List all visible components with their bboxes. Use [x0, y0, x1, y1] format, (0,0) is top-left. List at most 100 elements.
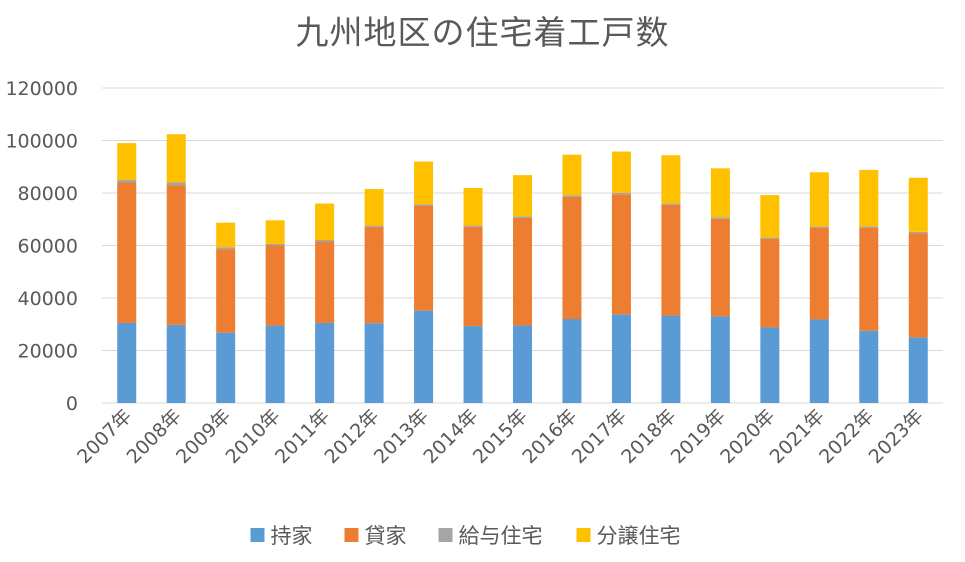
bar-segment — [117, 143, 137, 180]
bar-segment — [809, 172, 829, 227]
bar-segment — [315, 322, 335, 403]
bar-segment — [809, 226, 829, 228]
bar-segment — [364, 323, 384, 403]
bar-segment — [611, 192, 631, 195]
x-tick-label: 2018年 — [617, 405, 680, 468]
bar-segment — [216, 247, 236, 250]
bar-segment — [166, 134, 186, 183]
bar-segment — [859, 227, 879, 331]
bar-segment — [809, 319, 829, 403]
y-tick-label: 120000 — [5, 78, 78, 100]
x-tick-label: 2020年 — [716, 405, 779, 468]
x-tick-label: 2008年 — [123, 405, 186, 468]
y-tick-label: 20000 — [18, 341, 78, 363]
bar-segment — [661, 155, 681, 204]
x-tick-label: 2022年 — [815, 405, 878, 468]
bar-segment — [117, 182, 137, 323]
legend-swatch — [250, 528, 265, 542]
x-tick-label: 2011年 — [271, 405, 334, 468]
bar-segment — [809, 227, 829, 320]
bar-segment — [513, 325, 532, 403]
bar-segment — [265, 243, 285, 246]
bar-segment — [463, 188, 483, 226]
x-tick-label: 2016年 — [518, 405, 581, 468]
chart-title: 九州地区の住宅着工戸数 — [295, 13, 670, 52]
bar-segment — [265, 220, 285, 244]
x-tick-label: 2013年 — [370, 405, 433, 468]
x-tick-label: 2019年 — [667, 405, 730, 468]
bar-segment — [760, 237, 780, 239]
bar-segment — [562, 196, 582, 319]
bar-segment — [414, 205, 434, 311]
bar-segment — [513, 217, 532, 326]
x-tick-label: 2012年 — [320, 405, 383, 468]
bar-segment — [760, 327, 780, 403]
x-tick-label: 2015年 — [469, 405, 532, 468]
bar-segment — [166, 182, 186, 186]
y-tick-label: 0 — [66, 393, 78, 415]
bar-segment — [562, 154, 582, 196]
bar-segment — [908, 231, 928, 234]
x-tick-label: 2023年 — [865, 405, 928, 468]
legend-label: 貸家 — [365, 524, 407, 548]
y-tick-label: 80000 — [18, 183, 78, 205]
bar-segment — [414, 310, 434, 403]
bar-segment — [315, 203, 335, 240]
bar-segment — [859, 226, 879, 228]
legend-label: 給与住宅 — [459, 524, 543, 548]
bar-segment — [611, 151, 631, 193]
bar-segment — [908, 233, 928, 338]
bar-segment — [463, 225, 483, 227]
bar-segment — [710, 316, 730, 403]
bar-segment — [611, 194, 631, 315]
bar-segment — [661, 204, 681, 316]
legend-swatch — [344, 528, 359, 542]
bar-segment — [414, 204, 434, 206]
bar-segment — [364, 226, 384, 324]
bar-segment — [315, 241, 335, 323]
bar-segment — [710, 218, 730, 317]
legend-swatch — [438, 528, 453, 542]
bar-segment — [265, 245, 285, 326]
bar-segment — [166, 324, 186, 403]
legend-swatch — [576, 528, 591, 542]
bar-segment — [661, 203, 681, 205]
x-tick-label: 2010年 — [221, 405, 284, 468]
bar-segment — [513, 175, 532, 217]
bar-segment — [463, 326, 483, 403]
bar-segment — [562, 195, 582, 197]
bar-segment — [908, 177, 928, 232]
bar-segment — [513, 216, 532, 218]
x-tick-label: 2009年 — [172, 405, 235, 468]
bar-segment — [760, 195, 780, 238]
bar-segment — [166, 185, 186, 325]
bar-segment — [908, 337, 928, 403]
bar-segment — [562, 319, 582, 403]
y-tick-label: 100000 — [5, 131, 78, 153]
bar-segment — [216, 249, 236, 333]
bar-segment — [710, 217, 730, 219]
bar-segment — [364, 225, 384, 227]
x-tick-label: 2007年 — [73, 405, 136, 468]
bar-segment — [611, 314, 631, 403]
bar-segment — [216, 222, 236, 248]
bar-segment — [315, 239, 335, 242]
bar-segment — [265, 325, 285, 403]
y-tick-label: 40000 — [18, 288, 78, 310]
bar-segment — [760, 238, 780, 328]
legend-label: 持家 — [271, 524, 313, 548]
bar-segment — [859, 330, 879, 403]
bar-segment — [661, 315, 681, 403]
x-tick-label: 2017年 — [568, 405, 631, 468]
bar-segment — [117, 179, 137, 183]
legend-label: 分譲住宅 — [597, 524, 681, 548]
y-tick-label: 60000 — [18, 236, 78, 258]
x-tick-label: 2014年 — [419, 405, 482, 468]
bar-segment — [216, 332, 236, 403]
bar-segment — [710, 168, 730, 218]
bar-segment — [463, 226, 483, 327]
bar-segment — [117, 322, 137, 403]
x-tick-label: 2021年 — [766, 405, 829, 468]
